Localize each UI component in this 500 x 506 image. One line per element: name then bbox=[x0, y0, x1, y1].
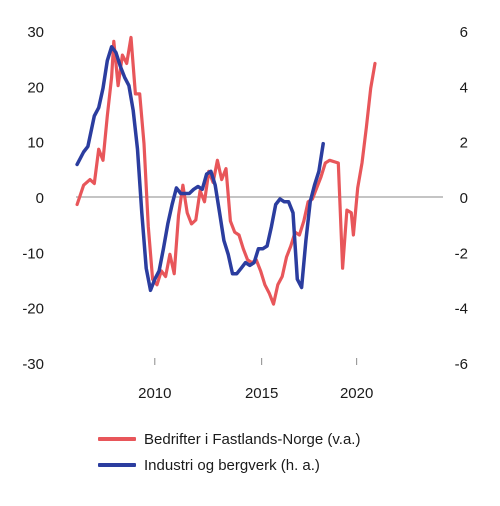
y-left-tick-label: -30 bbox=[22, 356, 44, 373]
series-lines bbox=[75, 35, 377, 306]
x-tick-label: 2015 bbox=[245, 385, 278, 402]
y-right-tick-label: 2 bbox=[460, 135, 468, 152]
y-left-tick-label: 10 bbox=[27, 135, 44, 152]
x-tick-label: 2010 bbox=[138, 385, 171, 402]
y-right-tick-label: 6 bbox=[460, 24, 468, 41]
left-y-axis-ticks: 30 20 10 0 -10 -20 -30 bbox=[22, 24, 44, 373]
y-left-tick-label: -20 bbox=[22, 301, 44, 318]
legend-swatch-bedrifter bbox=[98, 437, 136, 441]
legend-item-industri: Industri og bergverk (h. a.) bbox=[98, 452, 360, 478]
x-axis-ticks: 2010 2015 2020 bbox=[138, 358, 373, 402]
x-tick-label: 2020 bbox=[340, 385, 373, 402]
series-line-industri bbox=[75, 45, 325, 293]
y-left-tick-label: -10 bbox=[22, 245, 44, 262]
legend-item-bedrifter: Bedrifter i Fastlands-Norge (v.a.) bbox=[98, 426, 360, 452]
y-left-tick-label: 30 bbox=[27, 24, 44, 41]
y-right-tick-label: -2 bbox=[455, 245, 468, 262]
y-left-tick-label: 0 bbox=[36, 190, 44, 207]
right-y-axis-ticks: 6 4 2 0 -2 -4 -6 bbox=[455, 24, 468, 373]
y-right-tick-label: -4 bbox=[455, 301, 468, 318]
legend: Bedrifter i Fastlands-Norge (v.a.) Indus… bbox=[98, 426, 360, 478]
y-right-tick-label: 4 bbox=[460, 79, 468, 96]
legend-label-bedrifter: Bedrifter i Fastlands-Norge (v.a.) bbox=[144, 430, 361, 448]
legend-swatch-industri bbox=[98, 463, 136, 467]
series-line-bedrifter bbox=[75, 35, 377, 306]
legend-label-industri: Industri og bergverk (h. a.) bbox=[144, 456, 320, 474]
y-left-tick-label: 20 bbox=[27, 79, 44, 96]
y-right-tick-label: -6 bbox=[455, 356, 468, 373]
y-right-tick-label: 0 bbox=[460, 190, 468, 207]
